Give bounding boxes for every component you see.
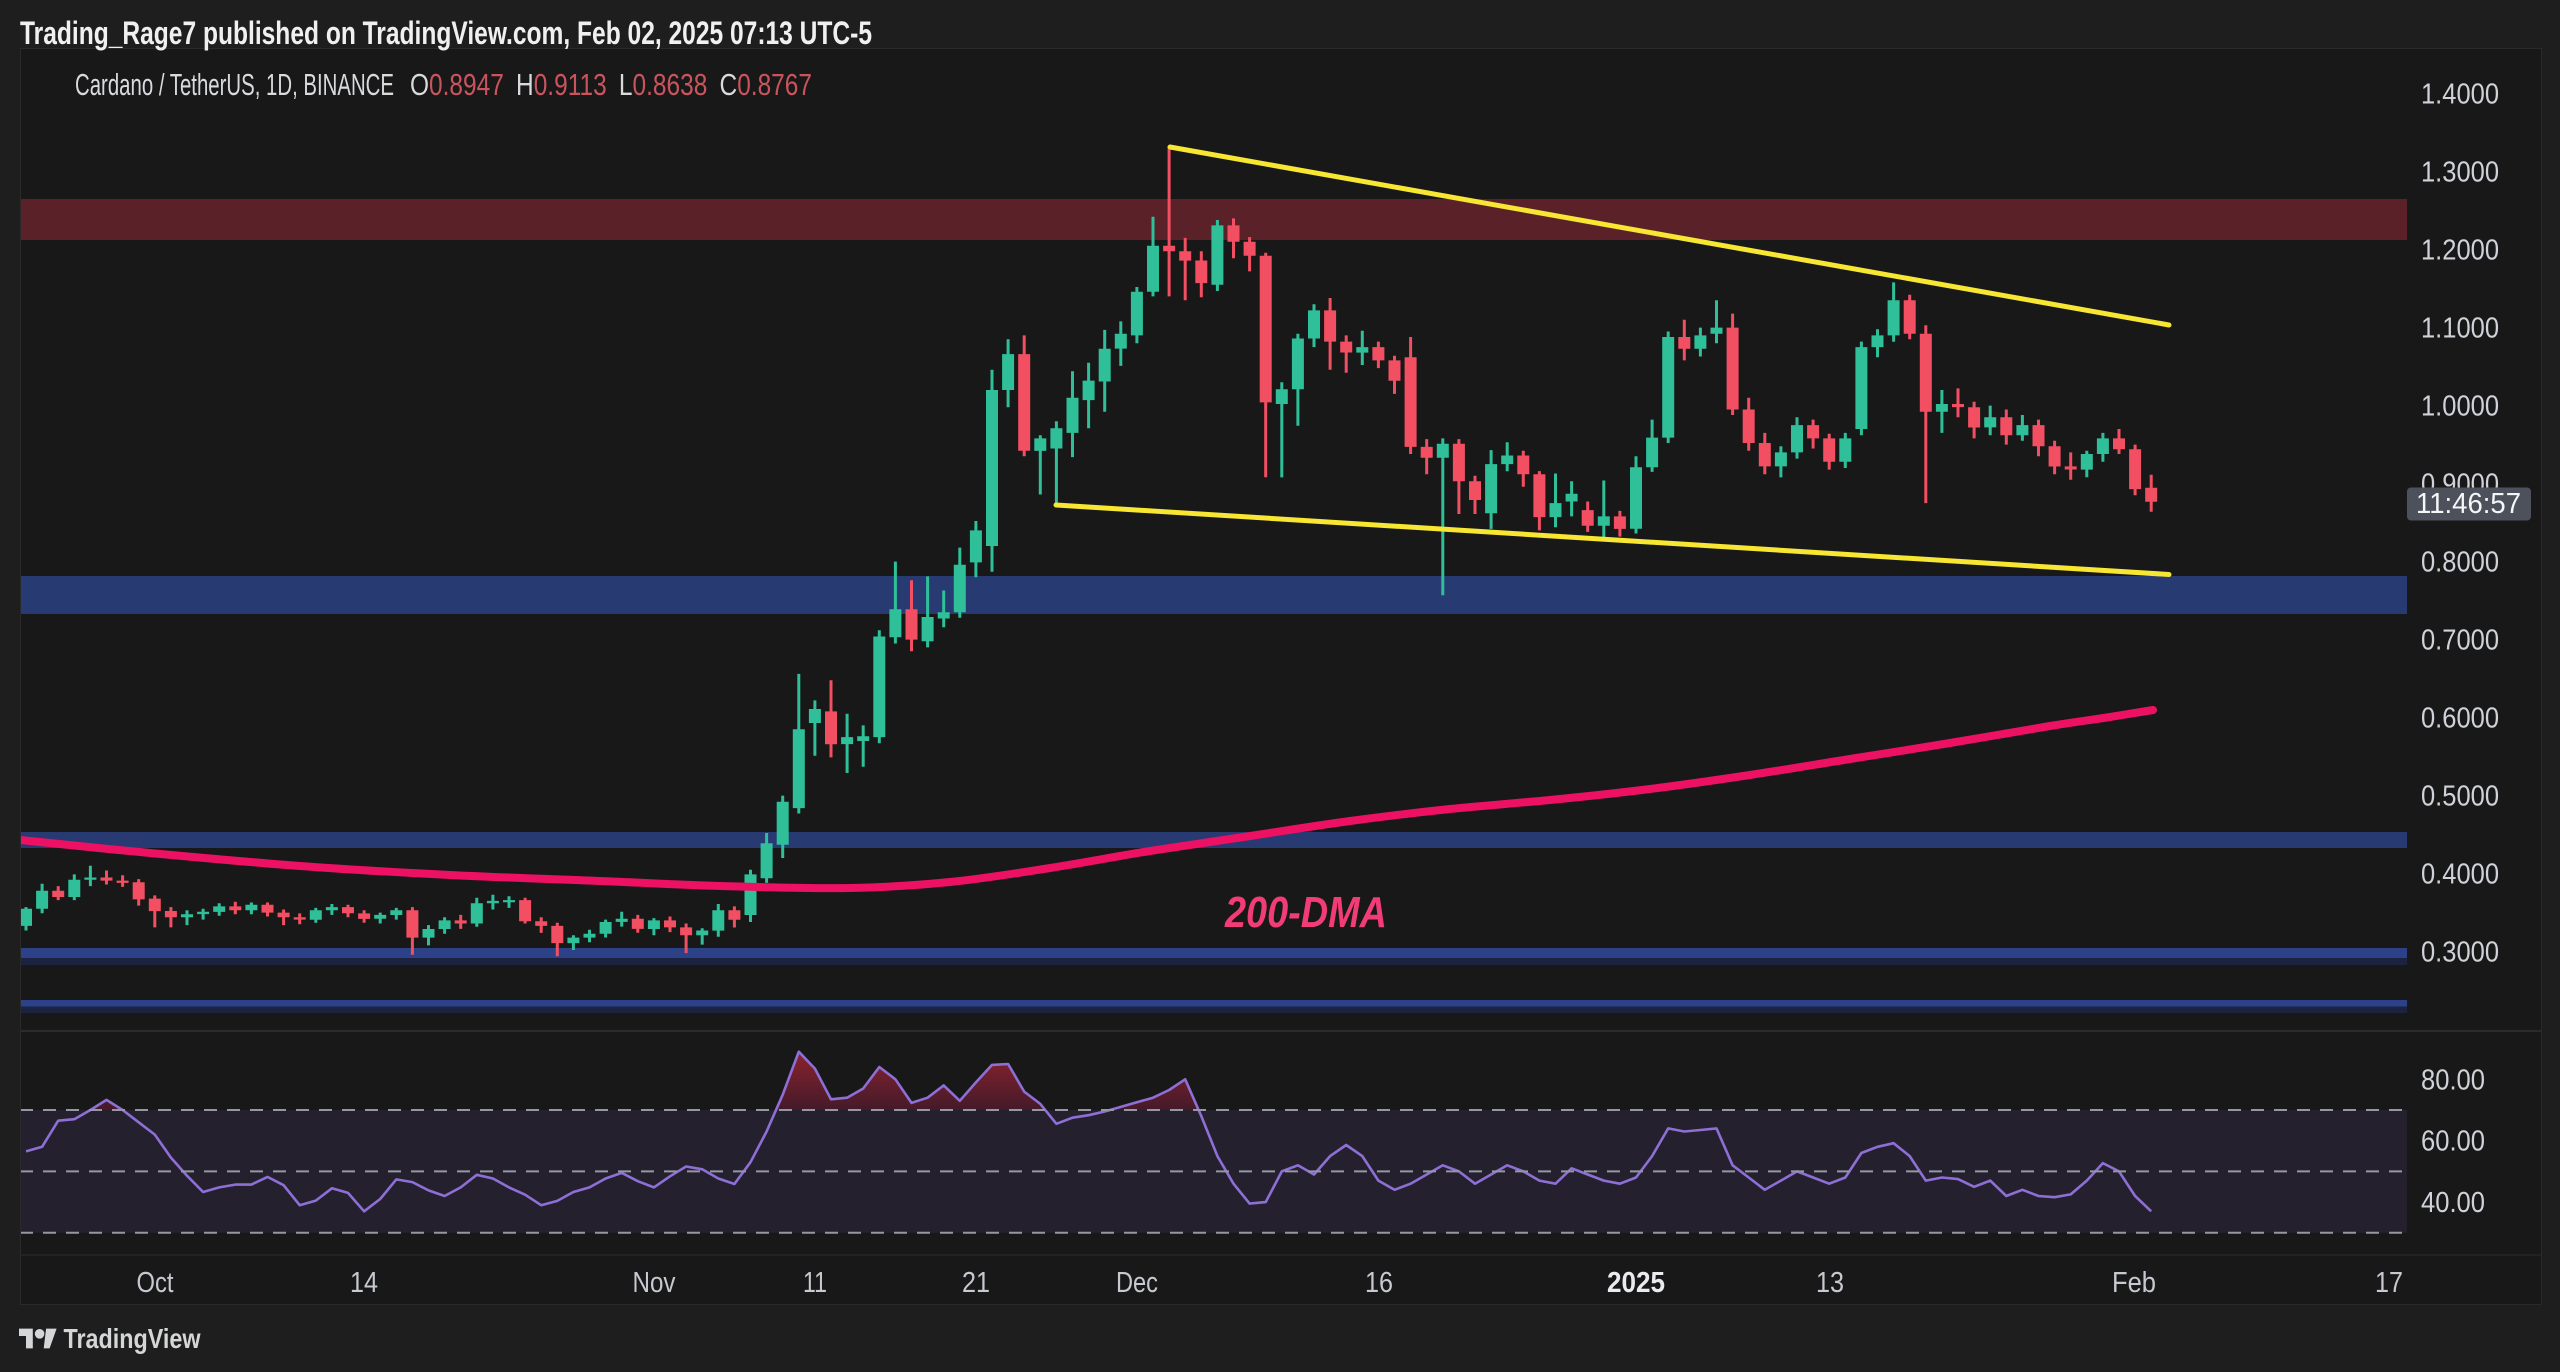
svg-text:0.4000: 0.4000	[2421, 859, 2499, 891]
svg-text:0.8000: 0.8000	[2421, 547, 2499, 579]
svg-text:1.3000: 1.3000	[2421, 157, 2499, 189]
svg-text:TradingView: TradingView	[64, 1323, 202, 1354]
svg-text:1.4000: 1.4000	[2421, 79, 2499, 111]
svg-text:Trading_Rage7 published on Tra: Trading_Rage7 published on TradingView.c…	[20, 15, 872, 51]
svg-text:O0.8947 H0.9113 L0.8638 C0.876: O0.8947 H0.9113 L0.8638 C0.8767	[410, 67, 812, 102]
svg-text:11: 11	[803, 1267, 827, 1299]
svg-text:1.0000: 1.0000	[2421, 391, 2499, 423]
svg-text:0.7000: 0.7000	[2421, 625, 2499, 657]
svg-text:Feb: Feb	[2112, 1267, 2156, 1299]
svg-text:21: 21	[962, 1267, 990, 1299]
svg-text:80.00: 80.00	[2421, 1064, 2485, 1096]
svg-text:17: 17	[2375, 1267, 2403, 1299]
svg-text:Dec: Dec	[1116, 1267, 1158, 1299]
svg-text:1.1000: 1.1000	[2421, 313, 2499, 345]
svg-text:40.00: 40.00	[2421, 1187, 2485, 1219]
svg-text:200-DMA: 200-DMA	[1224, 888, 1387, 937]
svg-text:Cardano / TetherUS, 1D, BINANC: Cardano / TetherUS, 1D, BINANCE	[75, 67, 394, 102]
svg-text:1.2000: 1.2000	[2421, 235, 2499, 267]
svg-text:11:46:57: 11:46:57	[2416, 488, 2521, 520]
svg-text:0.3000: 0.3000	[2421, 937, 2499, 969]
svg-text:60.00: 60.00	[2421, 1126, 2485, 1158]
svg-text:2025: 2025	[1607, 1267, 1665, 1299]
svg-text:16: 16	[1365, 1267, 1393, 1299]
svg-text:14: 14	[350, 1267, 378, 1299]
svg-text:0.5000: 0.5000	[2421, 781, 2499, 813]
svg-text:13: 13	[1816, 1267, 1844, 1299]
svg-text:0.6000: 0.6000	[2421, 703, 2499, 735]
svg-text:Nov: Nov	[633, 1267, 676, 1299]
svg-text:Oct: Oct	[137, 1267, 174, 1299]
